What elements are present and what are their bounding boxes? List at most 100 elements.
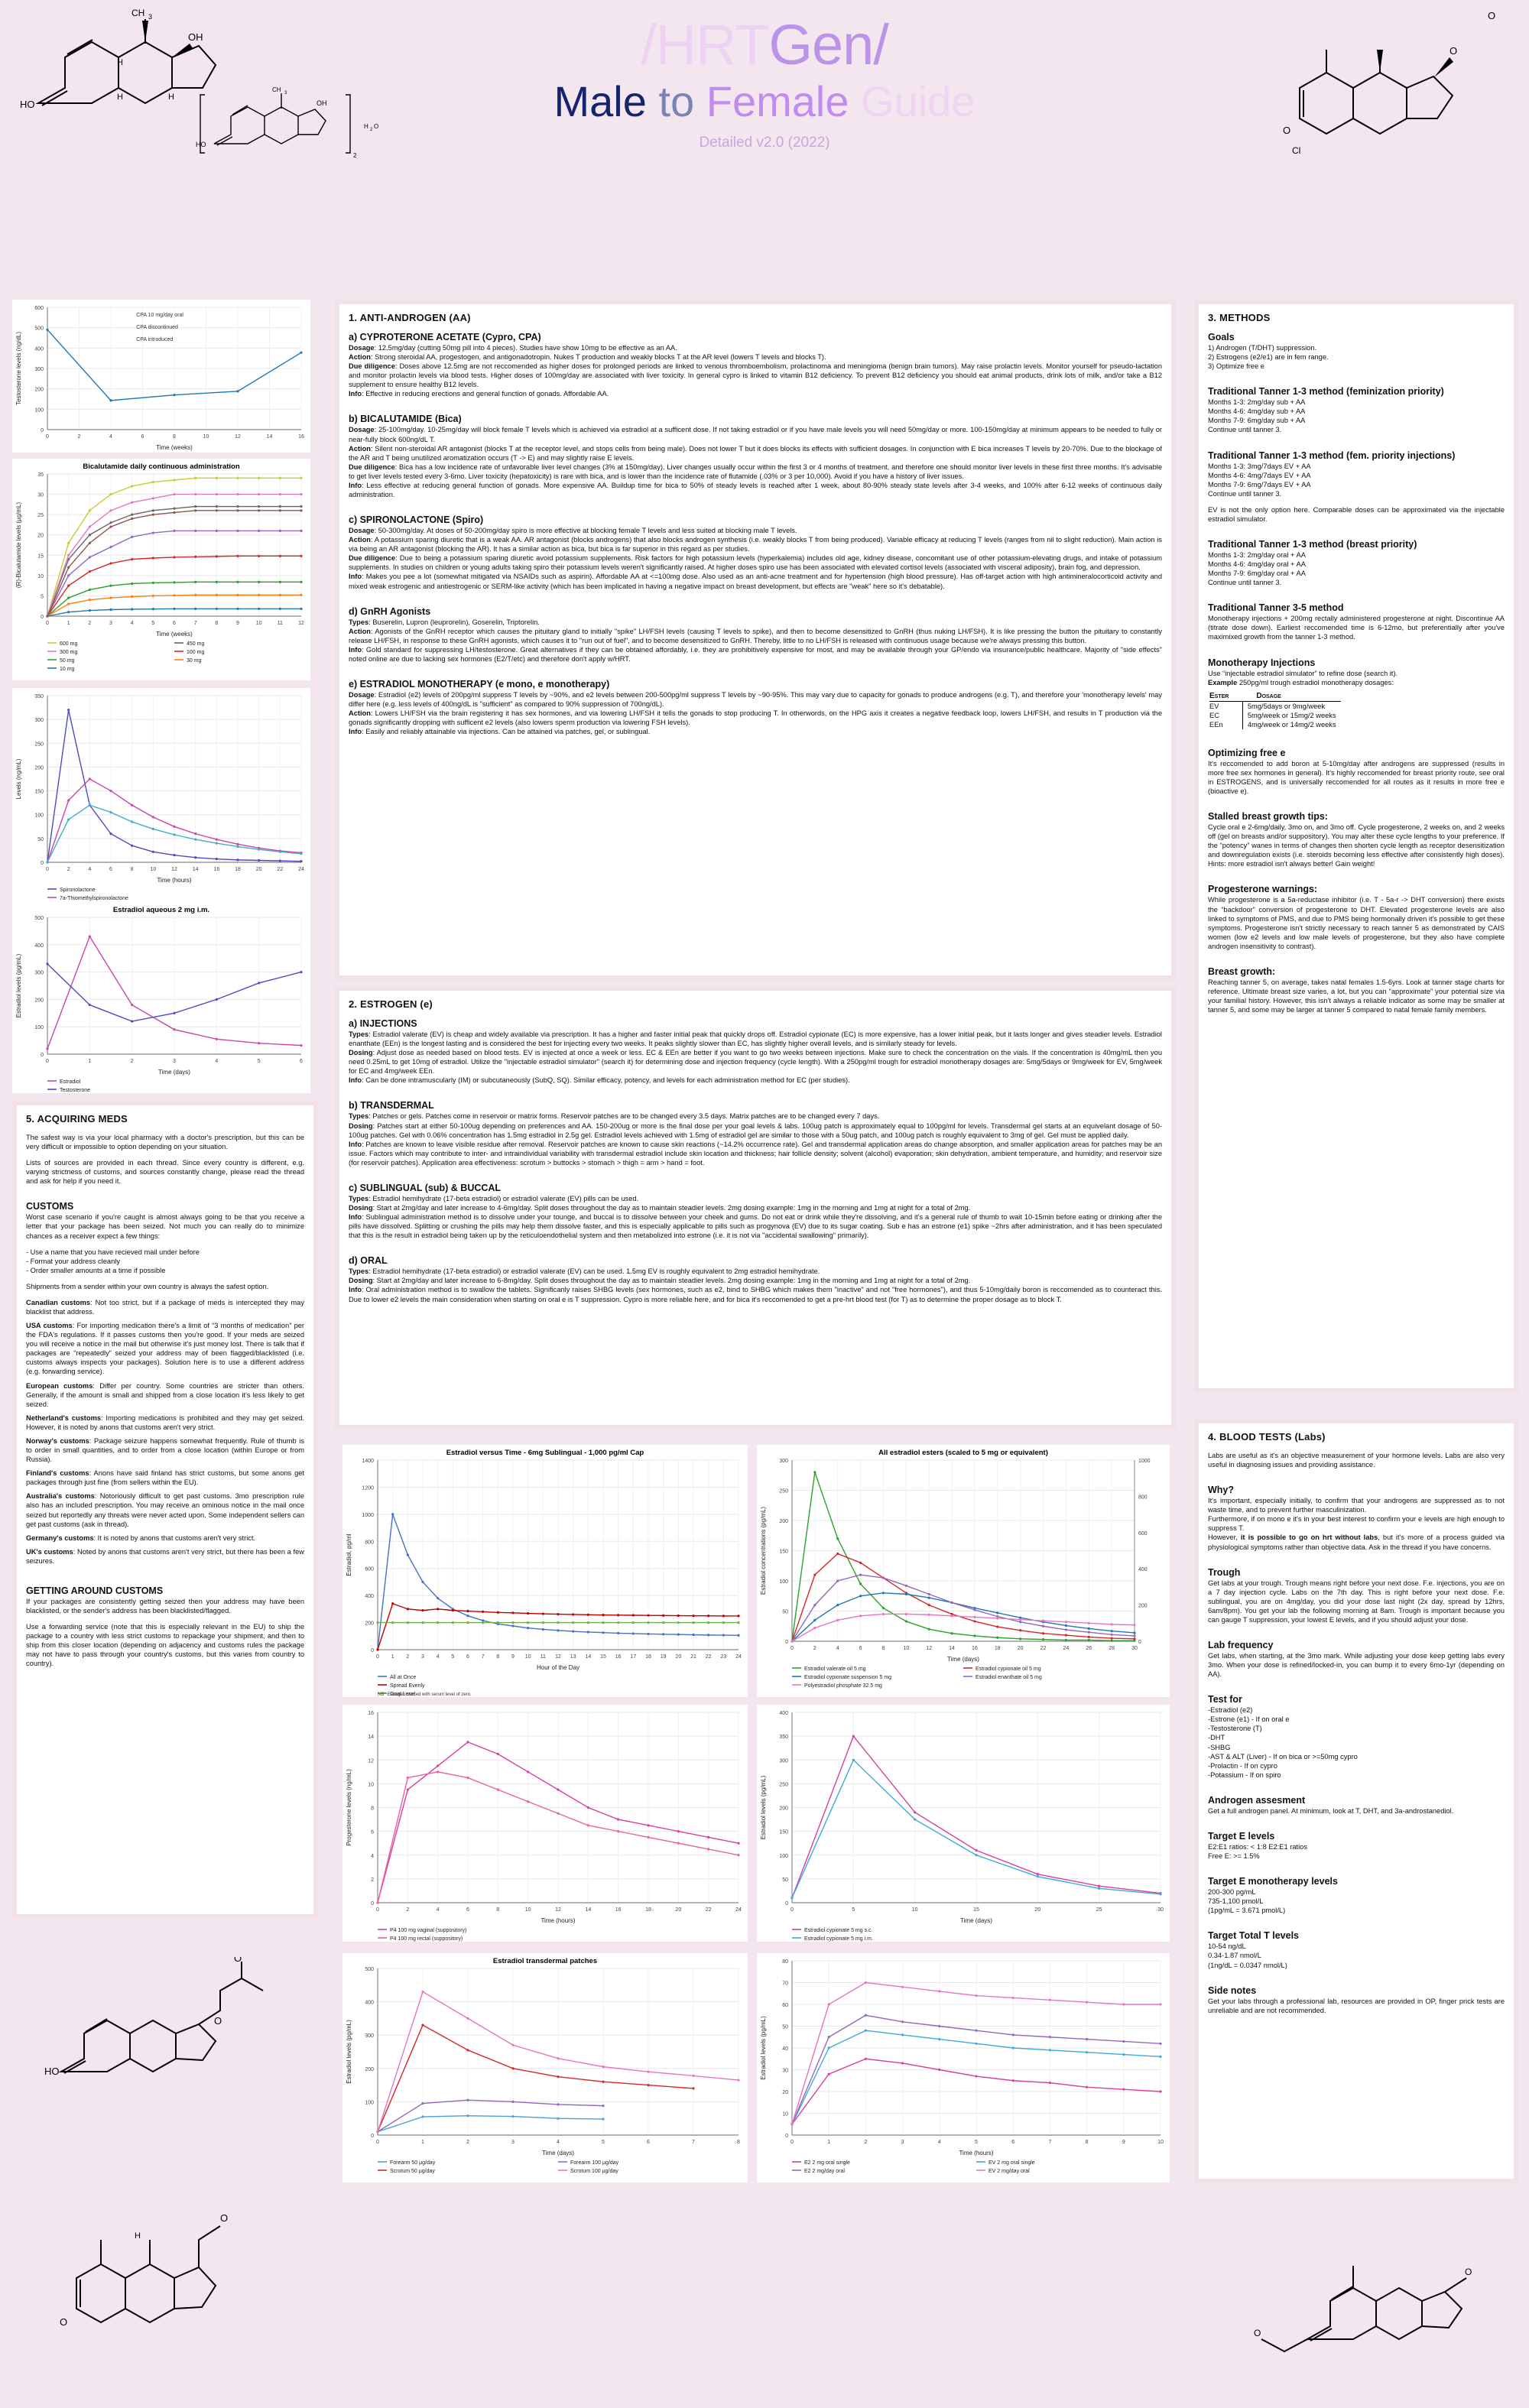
- data-point: [215, 842, 218, 845]
- data-point: [975, 2075, 978, 2078]
- drug-line: Action: Silent non-steroidal AR antagoni…: [349, 444, 1162, 462]
- method-block-line: Continue until tanner 3.: [1208, 489, 1282, 498]
- x-tick-label: 0: [790, 2140, 794, 2145]
- data-point: [1019, 1618, 1022, 1621]
- data-point: [813, 1627, 816, 1630]
- data-point: [88, 935, 91, 938]
- data-point: [258, 492, 261, 496]
- svg-text:HO: HO: [20, 99, 35, 110]
- legend-label: P4 100 mg vaginal (suppository): [390, 1928, 466, 1933]
- data-point: [881, 1606, 885, 1610]
- x-tick-label: 3: [901, 2140, 904, 2145]
- data-point: [437, 1608, 440, 1611]
- drug-title: a) CYPROTERONE ACETATE (Cypro, CPA): [349, 332, 541, 342]
- country-customs-entry: Australia's customs: Notoriously difficu…: [26, 1491, 304, 1528]
- y-tick-label: 1000: [362, 1513, 374, 1518]
- data-point: [67, 553, 70, 557]
- tanner35-text: Monotherapy injections + 200mg rectally …: [1208, 615, 1505, 641]
- y-tick-label: 250: [779, 1782, 788, 1787]
- legend-label: Spironolactone: [60, 888, 96, 893]
- data-point: [707, 1634, 710, 1637]
- legend-label: 600 mg: [60, 641, 77, 647]
- data-point: [1048, 1998, 1051, 2001]
- drug-line-label: Types: [349, 1267, 369, 1276]
- data-point: [300, 509, 303, 512]
- data-point: [904, 1592, 907, 1595]
- data-point: [1086, 2001, 1089, 2004]
- data-point: [236, 845, 239, 849]
- data-point: [278, 850, 281, 853]
- data-point: [975, 1848, 978, 1852]
- data-point: [131, 844, 134, 847]
- data-point: [278, 593, 281, 596]
- data-point: [67, 541, 70, 544]
- x-axis-label: Time (days): [960, 1917, 992, 1924]
- data-point: [617, 1830, 620, 1833]
- data-point: [737, 2079, 740, 2082]
- target-line: Free E: >= 1.5%: [1208, 1852, 1260, 1861]
- data-point: [109, 608, 112, 612]
- country-customs-entry: Norway's customs: Package seizure happen…: [26, 1436, 304, 1464]
- y-tick-label: 300: [34, 971, 44, 976]
- data-point: [631, 1614, 635, 1617]
- country-text: : Notoriously difficult to get past cust…: [26, 1492, 304, 1528]
- data-point: [109, 399, 112, 402]
- data-point: [527, 1800, 530, 1803]
- data-point: [173, 854, 176, 857]
- x-tick-label: 5: [602, 2140, 605, 2145]
- data-point: [1041, 1632, 1045, 1635]
- data-point: [572, 1613, 575, 1616]
- series-line: [791, 1472, 1135, 1642]
- x-tick-label: 10: [1157, 2140, 1164, 2145]
- data-point: [194, 856, 197, 859]
- chart-spironolactone: 0 50 100 150 200 250 300 350 0 2 4 6 8 10 12 14 16 18 20 22…: [12, 688, 310, 910]
- x-tick-label: 6: [109, 867, 112, 872]
- data-point: [1019, 1621, 1022, 1624]
- x-tick-label: 25: [1096, 1907, 1102, 1913]
- y-tick-label: 500: [34, 916, 44, 921]
- data-point: [215, 492, 218, 496]
- x-tick-label: 1: [421, 2140, 424, 2145]
- x-tick-label: 12: [298, 621, 304, 626]
- drug-line: Due diligence: Doses above 12.5mg are no…: [349, 362, 1162, 389]
- drug-line: Dosage: 25-100mg/day. 10-25mg/day will b…: [349, 425, 1162, 443]
- data-point: [1011, 1996, 1014, 2000]
- around-customs-heading: GETTING AROUND CUSTOMS: [26, 1585, 164, 1596]
- title-hrt: /HRT: [641, 13, 769, 76]
- x-tick-label: 10: [150, 867, 156, 872]
- data-point: [602, 1614, 605, 1617]
- data-point: [300, 607, 303, 611]
- data-point: [88, 556, 91, 559]
- data-point: [901, 2020, 904, 2023]
- country-customs-list: Canadian customs: Not too strict, but if…: [26, 1298, 304, 1570]
- data-point: [1110, 1633, 1113, 1636]
- series-line: [791, 1574, 1135, 1642]
- data-point: [406, 1776, 409, 1780]
- data-point: [527, 1627, 530, 1630]
- data-point: [496, 1752, 499, 1756]
- data-point: [602, 2105, 605, 2108]
- x-tick-label: 4: [437, 1654, 440, 1660]
- data-point: [109, 492, 112, 496]
- data-point: [859, 1615, 862, 1618]
- y-tick-label: 6: [371, 1830, 374, 1835]
- svg-text:O: O: [60, 2316, 67, 2328]
- data-point: [617, 1631, 620, 1634]
- x-tick-label: 9: [1122, 2140, 1125, 2145]
- legend-label: Estradiol cypionate suspension 5 mg: [804, 1675, 891, 1680]
- data-point: [88, 588, 91, 592]
- x-tick-label: 18: [645, 1654, 651, 1660]
- x-tick-label: 2: [466, 2140, 469, 2145]
- data-point: [827, 2036, 830, 2039]
- ester-table-body: EV 5mg/5days or 9mg/week EC 5mg/week or 15m…: [1209, 701, 1341, 729]
- data-point: [466, 2017, 469, 2020]
- data-point: [376, 1648, 379, 1651]
- data-point: [496, 1788, 499, 1791]
- chart-title: Estradiol versus Time - 6mg Sublingual -…: [446, 1449, 644, 1457]
- svg-text:HO: HO: [196, 141, 206, 148]
- drug-line-label: Action: [349, 353, 371, 362]
- svg-text:Cl: Cl: [1292, 145, 1300, 156]
- series-line: [377, 2099, 604, 2133]
- data-point: [1087, 1631, 1090, 1634]
- x-axis-label: Time (weeks): [156, 444, 193, 451]
